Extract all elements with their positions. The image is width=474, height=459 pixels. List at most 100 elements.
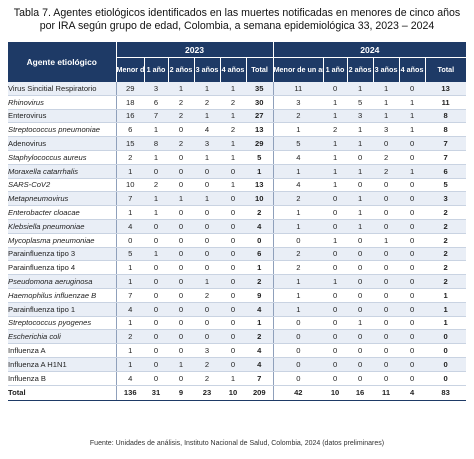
y2024-cell: 0: [323, 247, 348, 262]
y2023-cell: 0: [168, 247, 194, 262]
y2024-cell: 1: [272, 288, 324, 303]
y2024-cell: 0: [347, 371, 374, 386]
header-2024-col-0: Menor de un año: [272, 57, 324, 82]
y2023-cell: 6: [144, 95, 168, 110]
agent-name: Enterobacter cloacae: [8, 205, 116, 220]
y2023-cell: 1: [220, 150, 246, 165]
y2024-cell: 0: [373, 357, 400, 372]
y2024-cell: 1: [272, 122, 324, 138]
y2024-cell: 1: [347, 219, 374, 234]
y2024-cell: 0: [347, 274, 374, 289]
y2023-cell: 1: [144, 122, 168, 138]
y2023-cell: 1: [115, 205, 144, 220]
y2024-cell: 0: [323, 316, 348, 331]
y2023-cell: 1: [168, 357, 194, 372]
y2024-cell: 0: [399, 357, 426, 372]
table-row: Klebsiella pneumoniae 4 0 0 0 0 4 1 0 1 0 0 2: [8, 219, 467, 234]
y2023-cell: 0: [220, 288, 246, 303]
y2024-cell: 0: [373, 316, 400, 331]
y2024-cell: 1: [323, 164, 348, 179]
y2024-cell: 0: [272, 343, 324, 358]
y2023-cell: 0: [194, 260, 220, 276]
y2023-cell: 0: [168, 316, 194, 331]
y2024-cell: 1: [373, 82, 400, 96]
y2024-cell: 0: [373, 205, 400, 220]
y2023-cell: 0: [220, 357, 246, 372]
y2024-cell: 1: [347, 205, 374, 220]
y2024-cell: 1: [272, 205, 324, 220]
y2023-cell: 1: [246, 316, 274, 331]
y2023-cell: 18: [115, 95, 144, 110]
y2023-cell: 7: [144, 109, 168, 124]
header-2023-col-3: 3 años: [193, 57, 220, 82]
y2023-cell: 0: [144, 219, 168, 234]
y2023-cell: 4: [115, 302, 144, 317]
y2024-cell: 0: [399, 260, 426, 276]
etiological-agents-table: Agente etiológico 2023 2024 Menor de un …: [8, 42, 467, 401]
y2023-cell: 1: [194, 150, 220, 165]
y2024-cell: 0: [373, 343, 400, 358]
y2024-cell: 0: [272, 233, 324, 248]
y2023-cell: 1: [246, 164, 274, 179]
y2023-cell: 16: [115, 109, 144, 124]
y2023-cell: 0: [168, 371, 194, 386]
y2023-cell: 1: [168, 191, 194, 207]
y2024-cell: 1: [323, 95, 348, 110]
total-y2023-cell: 136: [115, 384, 144, 401]
y2023-cell: 0: [220, 191, 246, 207]
y2023-cell: 13: [246, 122, 274, 138]
y2023-cell: 15: [115, 136, 144, 151]
y2024-cell: 0: [399, 82, 426, 96]
total-y2024-cell: 83: [425, 384, 467, 401]
y2023-cell: 1: [115, 164, 144, 179]
source-note: Fuente: Unidades de análisis, Instituto …: [89, 440, 385, 447]
y2023-cell: 1: [220, 109, 246, 124]
y2023-cell: 1: [246, 260, 274, 276]
agent-name: Pseudomona aeruginosa: [8, 274, 116, 289]
y2023-cell: 1: [220, 82, 246, 96]
y2023-cell: 35: [246, 82, 274, 96]
y2023-cell: 0: [168, 205, 194, 220]
header-2023-col-1: 1 año: [143, 57, 168, 82]
y2024-cell: 0: [323, 219, 348, 234]
y2023-cell: 2: [144, 178, 168, 193]
total-y2023-cell: 23: [194, 384, 220, 401]
y2024-cell: 2: [425, 233, 467, 248]
agent-name: Parainfluenza tipo 4: [8, 260, 116, 276]
y2023-cell: 0: [168, 260, 194, 276]
table-body: Virus Sincitial Respiratorio 29 3 1 1 1 35 11 0 1…: [8, 82, 467, 401]
y2023-cell: 0: [220, 302, 246, 317]
y2024-cell: 3: [425, 191, 467, 207]
y2024-cell: 4: [272, 150, 324, 165]
y2024-cell: 0: [425, 371, 467, 386]
y2023-cell: 0: [144, 302, 168, 317]
y2023-cell: 1: [144, 205, 168, 220]
agent-name: Streptococcus pyogenes: [8, 316, 116, 331]
y2023-cell: 2: [168, 109, 194, 124]
y2023-cell: 2: [194, 288, 220, 303]
y2024-cell: 0: [347, 247, 374, 262]
table-row: Metapneumovirus 7 1 1 1 0 10 2 0 1 0 0 3: [8, 191, 467, 207]
y2024-cell: 0: [347, 150, 374, 165]
y2024-cell: 0: [399, 288, 426, 303]
y2023-cell: 0: [220, 247, 246, 262]
y2024-cell: 0: [373, 247, 400, 262]
table-row: Pseudomona aeruginosa 1 0 0 1 0 2 1 1 0 0 0 2: [8, 274, 467, 289]
y2024-cell: 8: [425, 122, 467, 138]
y2023-cell: 1: [144, 191, 168, 207]
y2024-cell: 0: [347, 260, 374, 276]
y2023-cell: 29: [246, 136, 274, 151]
y2023-cell: 4: [246, 343, 274, 358]
y2023-cell: 0: [144, 288, 168, 303]
y2023-cell: 1: [144, 247, 168, 262]
y2024-cell: 2: [425, 247, 467, 262]
y2024-cell: 1: [323, 150, 348, 165]
y2023-cell: 0: [144, 233, 168, 248]
y2024-cell: 0: [373, 329, 400, 345]
y2023-cell: 1: [115, 260, 144, 276]
header-2023-col-4: 4 años: [219, 57, 246, 82]
y2024-cell: 0: [373, 191, 400, 207]
y2023-cell: 0: [144, 260, 168, 276]
